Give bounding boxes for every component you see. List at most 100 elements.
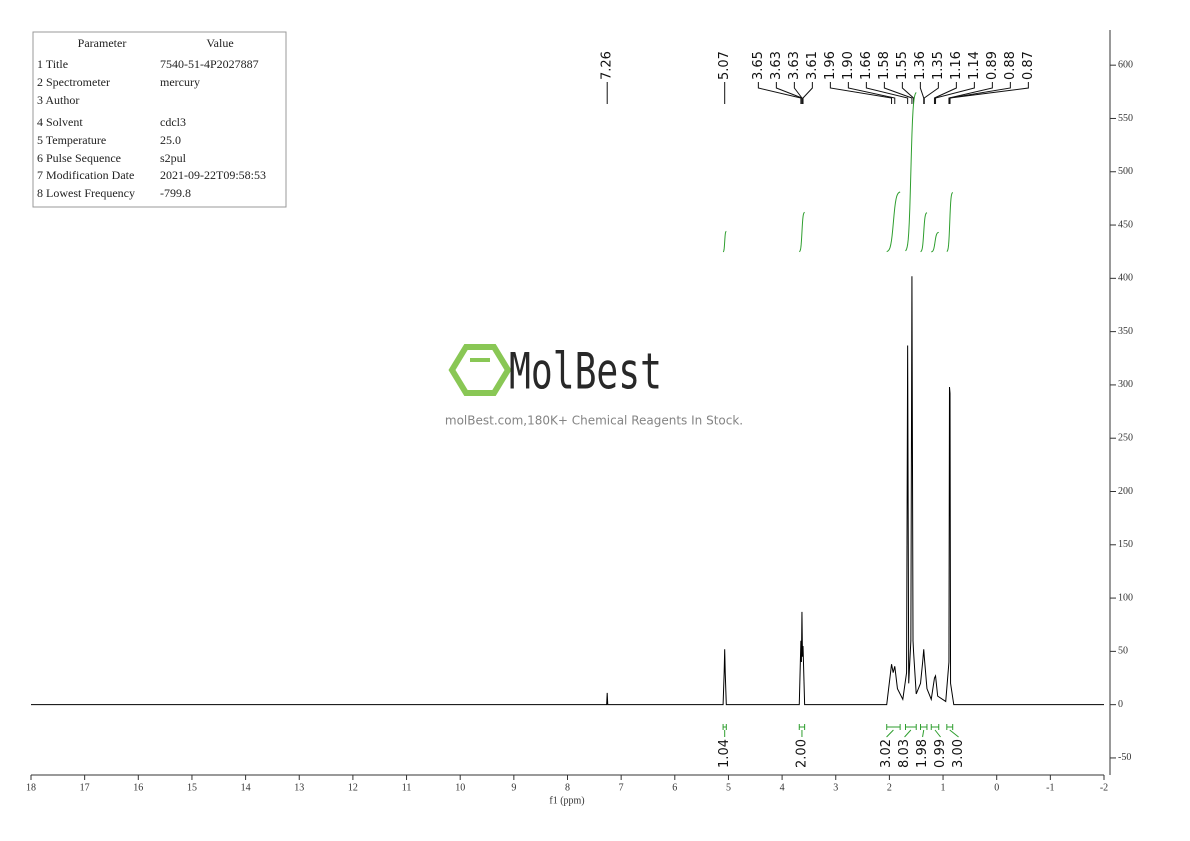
peak-label: 1.90 xyxy=(841,51,856,80)
watermark-text: molBest.com,180K+ Chemical Reagents In S… xyxy=(445,414,743,428)
integral-label: 3.02 xyxy=(879,739,894,768)
integral-label: 8.03 xyxy=(897,739,912,768)
table-cell: 7 Modification Date xyxy=(37,168,134,182)
y-tick-label: 600 xyxy=(1118,59,1133,70)
integral-leader xyxy=(904,729,912,738)
integral-bracket xyxy=(920,724,928,730)
table-cell: 2 Spectrometer xyxy=(37,75,110,89)
peak-label: 1.58 xyxy=(877,51,892,80)
integral-curve xyxy=(905,92,917,252)
peak-marker xyxy=(923,82,939,104)
peak-marker xyxy=(802,82,813,104)
peak-label: 0.88 xyxy=(1003,51,1018,80)
peak-marker xyxy=(793,82,803,104)
peak-marker xyxy=(919,82,925,104)
integral-label: 0.99 xyxy=(933,739,948,768)
table-header: Value xyxy=(206,36,233,50)
x-tick-label: 4 xyxy=(780,782,785,793)
x-tick-label: 15 xyxy=(187,782,197,793)
table-cell: -799.8 xyxy=(160,186,191,200)
integral-leader xyxy=(886,729,894,738)
integral-curve xyxy=(920,212,928,253)
table-header: Parameter xyxy=(78,36,127,50)
x-tick-label: 3 xyxy=(833,782,838,793)
x-axis-label: f1 (ppm) xyxy=(549,795,584,806)
integral-bracket xyxy=(904,724,917,730)
peak-label: 1.16 xyxy=(949,51,964,80)
integral-curve xyxy=(931,231,939,253)
integral-label: 1.04 xyxy=(717,739,732,768)
integral-curve xyxy=(946,192,954,252)
x-tick-label: 17 xyxy=(80,782,90,793)
x-tick-label: -1 xyxy=(1046,782,1054,793)
y-tick-label: 500 xyxy=(1118,166,1133,177)
integral-label: 1.98 xyxy=(915,739,930,768)
x-tick-label: -2 xyxy=(1100,782,1108,793)
x-tick-label: 7 xyxy=(619,782,624,793)
peak-marker xyxy=(847,82,896,104)
table-cell: 4 Solvent xyxy=(37,115,83,129)
y-tick-label: 100 xyxy=(1118,592,1133,603)
table-cell: 2021-09-22T09:58:53 xyxy=(160,168,266,182)
x-tick-label: 18 xyxy=(26,782,36,793)
peak-marker xyxy=(757,82,802,104)
x-tick-label: 10 xyxy=(455,782,465,793)
x-tick-label: 11 xyxy=(402,782,412,793)
peak-label: 1.96 xyxy=(823,51,838,80)
y-tick-label: 350 xyxy=(1118,326,1133,337)
peak-marker xyxy=(829,82,893,104)
integral-leader xyxy=(949,729,959,738)
x-tick-label: 5 xyxy=(726,782,731,793)
peak-label: 3.61 xyxy=(805,51,820,80)
peak-label: 1.36 xyxy=(913,51,928,80)
watermark: MolBest molBest.com,180K+ Chemical Reage… xyxy=(445,343,743,428)
peak-marker xyxy=(949,82,1029,104)
peak-label: 1.35 xyxy=(931,51,946,80)
x-tick-label: 0 xyxy=(994,782,999,793)
peak-label: 3.63 xyxy=(787,51,802,80)
y-tick-label: 250 xyxy=(1118,433,1133,444)
integral-bracket xyxy=(886,724,901,730)
x-tick-label: 8 xyxy=(565,782,570,793)
y-tick-label: 0 xyxy=(1118,699,1123,710)
table-cell: 7540-51-4P2027887 xyxy=(160,57,259,71)
integral-label: 2.00 xyxy=(794,739,809,768)
spectrum xyxy=(31,276,1104,706)
logo-text: MolBest xyxy=(509,343,662,401)
peak-marker xyxy=(933,82,957,104)
y-tick-label: 450 xyxy=(1118,219,1133,230)
integral-leader xyxy=(922,729,925,738)
y-tick-label: 300 xyxy=(1118,379,1133,390)
peak-label: 0.89 xyxy=(985,51,1000,80)
table-cell: 1 Title xyxy=(37,57,68,71)
peak-marker xyxy=(948,82,1011,104)
parameter-box xyxy=(32,31,287,208)
y-tick-label: 400 xyxy=(1118,273,1133,284)
x-tick-label: 9 xyxy=(511,782,516,793)
peak-label: 3.65 xyxy=(751,51,766,80)
table-cell: 5 Temperature xyxy=(37,133,106,147)
table-cell: 3 Author xyxy=(37,93,79,107)
x-tick-label: 16 xyxy=(133,782,143,793)
peak-label: 3.63 xyxy=(769,51,784,80)
x-tick-label: 1 xyxy=(941,782,946,793)
peak-label: 5.07 xyxy=(717,51,732,80)
peak-label: 7.26 xyxy=(600,51,615,80)
x-tick-label: 6 xyxy=(672,782,677,793)
integral-bracket xyxy=(722,724,727,730)
integral-curve xyxy=(799,211,805,253)
table-cell: 8 Lowest Frequency xyxy=(37,186,135,200)
peak-marker xyxy=(883,82,913,104)
integral-label: 3.00 xyxy=(951,739,966,768)
integral-leader xyxy=(934,729,941,738)
y-tick-label: -50 xyxy=(1118,752,1131,763)
peak-label: 0.87 xyxy=(1021,51,1036,80)
parameter-table: Parameter Value 1 Title 7540-51-4P2027887 2 … xyxy=(37,36,266,200)
logo-hexagon xyxy=(448,344,512,396)
peak-marker xyxy=(948,82,993,104)
integral-curve xyxy=(886,191,901,253)
table-cell: mercury xyxy=(160,75,200,89)
integral-bracket xyxy=(798,724,806,730)
table-cell: cdcl3 xyxy=(160,115,186,129)
y-tick-label: 550 xyxy=(1118,113,1133,124)
